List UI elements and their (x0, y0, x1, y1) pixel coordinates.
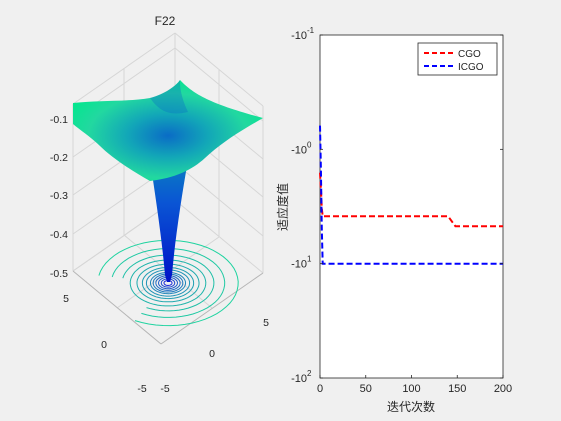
contour-ring (152, 273, 184, 293)
y-tick-label: 0 (101, 339, 107, 351)
contour-lines (98, 239, 239, 327)
surface-title: F22 (155, 14, 176, 28)
contour-ring (163, 280, 173, 286)
y-tick-label: -10 (291, 373, 307, 385)
x-tick-label: 50 (360, 383, 372, 395)
x-tick-label: 100 (402, 383, 420, 395)
x-tick-label: 0 (317, 383, 323, 395)
y-tick-label: -10 (291, 30, 307, 42)
surface-funnel (150, 160, 188, 282)
x-tick-label: 0 (209, 348, 215, 360)
z-tick-label: -0.3 (50, 190, 68, 202)
y-tick-label: -10 (291, 259, 307, 271)
y-tick-exponent: 2 (307, 369, 312, 378)
contour-ring (122, 254, 215, 312)
z-tick-labels: -0.1 -0.2 -0.3 -0.4 -0.5 (50, 114, 68, 280)
y-tick-label: -10 (291, 144, 307, 156)
contour-ring (98, 239, 239, 327)
z-tick-label: -0.5 (50, 268, 68, 280)
x-tick-label: 5 (263, 317, 269, 329)
surface-plot: F22 -0.1 -0.2 -0.3 -0.4 -0.5 -5 0 5 -5 0 5 (50, 14, 269, 395)
contour-ring (141, 266, 195, 300)
y-tick-labels: -10 -1-10 0-10 1-10 2 (291, 26, 503, 385)
surface-cap (73, 80, 263, 181)
x-tick-label: -5 (160, 383, 169, 395)
x-tick-label: 200 (494, 383, 512, 395)
legend: CGO ICGO (417, 42, 498, 76)
y-tick-label: -5 (137, 383, 146, 395)
z-tick-label: -0.2 (50, 152, 68, 164)
legend-label-cgo: CGO (458, 49, 481, 60)
z-tick-label: -0.1 (50, 114, 68, 126)
x-tick-labels: 0 50 100 150 200 (317, 375, 512, 395)
legend-label-icgo: ICGO (458, 62, 484, 73)
line-plot: -10 -1-10 0-10 1-10 2 0 50 100 150 200 CGO ICGO … (275, 26, 512, 414)
y-tick-exponent: -1 (307, 26, 315, 35)
contour-ring (129, 259, 207, 307)
contour-ring (160, 278, 176, 288)
contour-ring (111, 248, 226, 318)
y-tick-exponent: 0 (307, 140, 312, 149)
y-tick-label: 5 (63, 293, 69, 305)
contour-ring (150, 271, 186, 295)
contour-ring (155, 275, 181, 291)
contour-ring (158, 276, 178, 290)
plot-area (319, 34, 504, 379)
contour-ring (136, 263, 200, 303)
series-line-cgo (319, 172, 503, 228)
contour-ring (145, 269, 191, 297)
x-tick-label: 150 (448, 383, 466, 395)
z-tick-label: -0.4 (50, 229, 68, 241)
xy-tick-labels: -5 0 5 -5 0 5 (63, 293, 269, 395)
series-layer (319, 125, 503, 265)
y-tick-exponent: 1 (307, 255, 312, 264)
series-line-icgo (319, 125, 503, 265)
x-axis-label: 迭代次数 (387, 399, 435, 414)
y-axis-label: 适应度值 (275, 183, 290, 231)
